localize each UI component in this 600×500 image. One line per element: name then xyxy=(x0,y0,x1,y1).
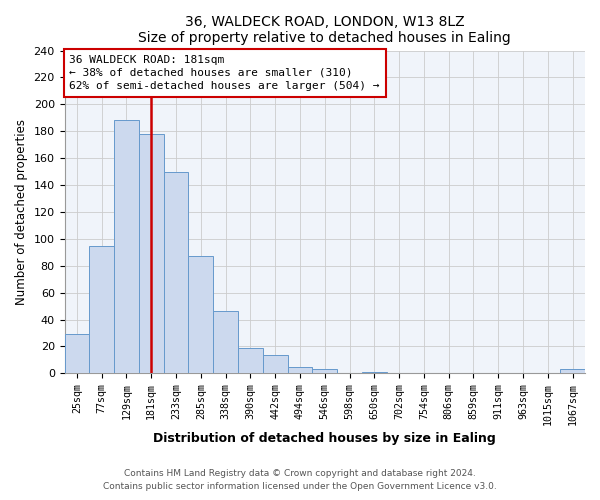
Bar xyxy=(89,246,114,374)
Bar xyxy=(238,348,263,374)
Bar xyxy=(362,372,387,374)
Bar xyxy=(287,366,313,374)
X-axis label: Distribution of detached houses by size in Ealing: Distribution of detached houses by size … xyxy=(154,432,496,445)
Bar xyxy=(263,354,287,374)
Bar xyxy=(65,334,89,374)
Bar xyxy=(188,256,213,374)
Text: Contains HM Land Registry data © Crown copyright and database right 2024.: Contains HM Land Registry data © Crown c… xyxy=(124,469,476,478)
Bar xyxy=(213,312,238,374)
Text: 36 WALDECK ROAD: 181sqm
← 38% of detached houses are smaller (310)
62% of semi-d: 36 WALDECK ROAD: 181sqm ← 38% of detache… xyxy=(70,54,380,91)
Bar xyxy=(139,134,164,374)
Text: Contains public sector information licensed under the Open Government Licence v3: Contains public sector information licen… xyxy=(103,482,497,491)
Bar xyxy=(313,370,337,374)
Y-axis label: Number of detached properties: Number of detached properties xyxy=(15,119,28,305)
Bar xyxy=(164,172,188,374)
Title: 36, WALDECK ROAD, LONDON, W13 8LZ
Size of property relative to detached houses i: 36, WALDECK ROAD, LONDON, W13 8LZ Size o… xyxy=(139,15,511,45)
Bar xyxy=(560,370,585,374)
Bar xyxy=(114,120,139,374)
